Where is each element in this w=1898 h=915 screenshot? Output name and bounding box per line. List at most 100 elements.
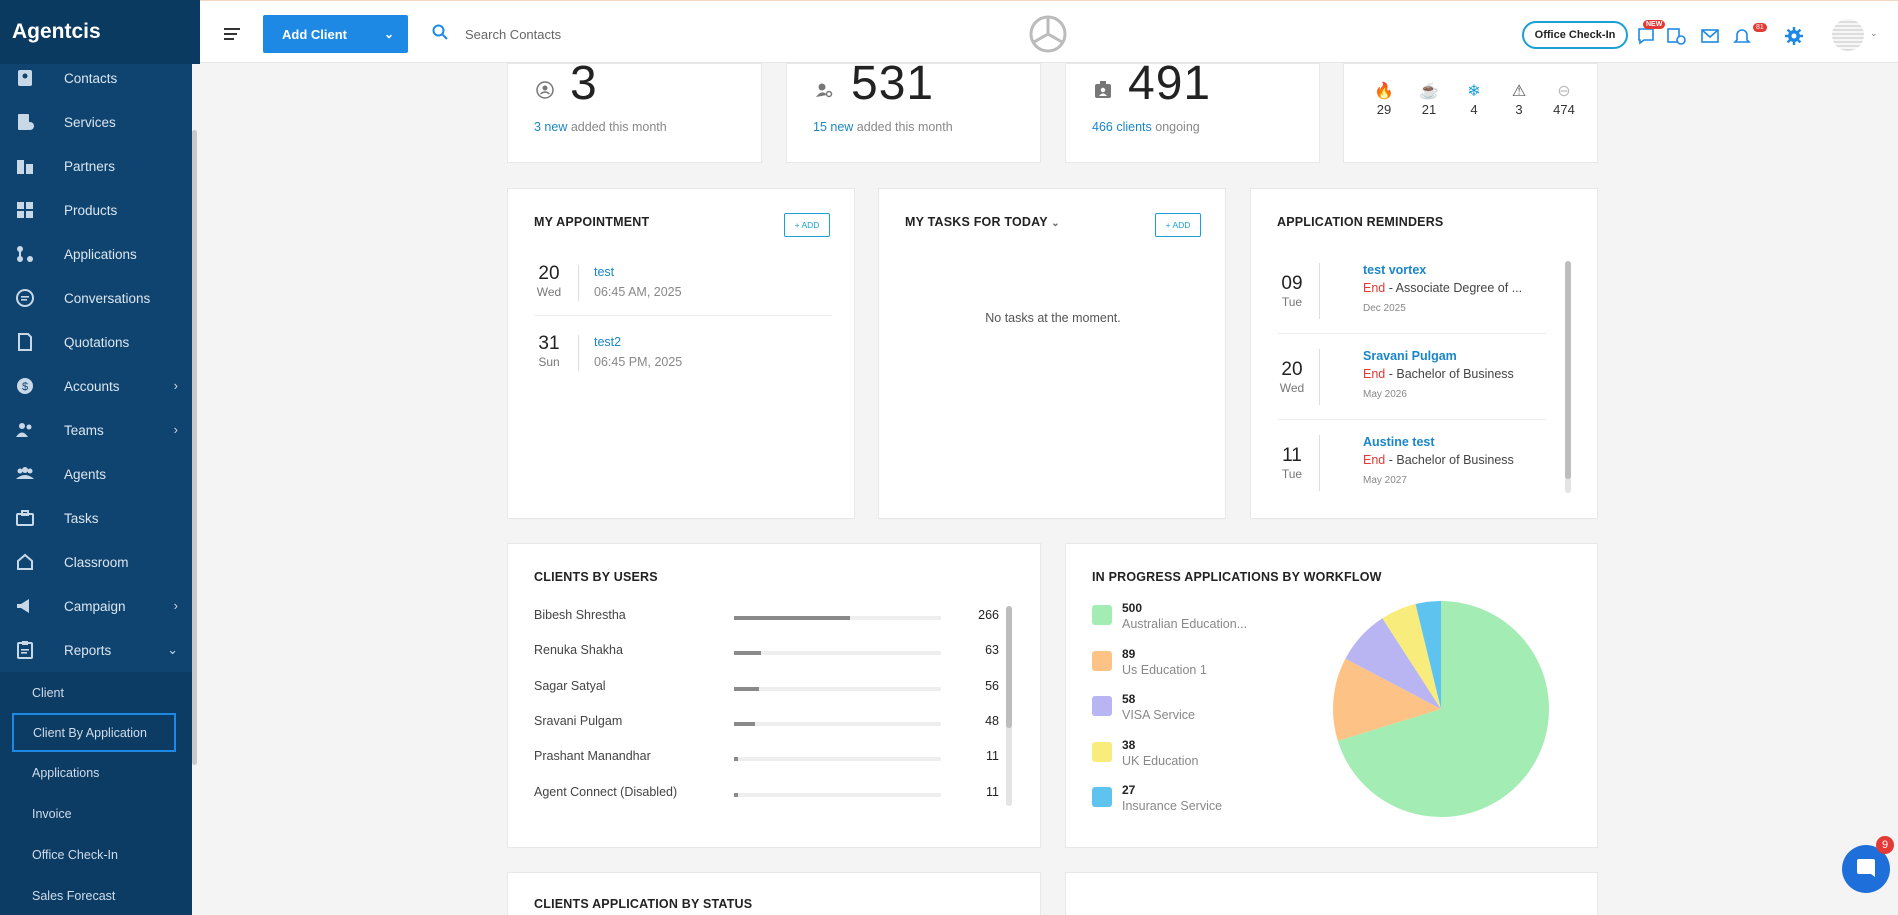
- lead-stat[interactable]: 🔥 29: [1364, 80, 1404, 117]
- submenu-item-client-by-application[interactable]: Client By Application: [12, 713, 176, 752]
- lead-stat[interactable]: ⚠ 3: [1499, 80, 1539, 117]
- pie-slice-uk-education[interactable]: [1382, 604, 1441, 709]
- mail-icon[interactable]: [1700, 26, 1720, 46]
- submenu-item-invoice[interactable]: Invoice: [32, 806, 72, 821]
- workflow-card: IN PROGRESS APPLICATIONS BY WORKFLOW 500…: [1065, 543, 1598, 848]
- sidebar-item-applications[interactable]: Applications: [0, 232, 192, 276]
- reminder-name[interactable]: Austine test: [1363, 435, 1435, 449]
- appointment-day: 31: [538, 333, 560, 354]
- chevron-right-icon[interactable]: ›: [173, 378, 178, 393]
- checklist-icon[interactable]: [1666, 26, 1686, 46]
- lead-stat[interactable]: ⊖ 474: [1544, 80, 1584, 117]
- reminders-scrollbar[interactable]: [1565, 261, 1571, 493]
- office-checkin-button[interactable]: Office Check-In: [1522, 21, 1628, 49]
- submenu-item-applications[interactable]: Applications: [32, 765, 100, 780]
- progress-fill: [734, 616, 850, 620]
- reminder-month: Dec 2025: [1363, 303, 1406, 314]
- sidebar-item-label: Products: [64, 202, 118, 218]
- reminder-item[interactable]: 20 Wed Sravani Pulgam End - Bachelor of Bus…: [1277, 349, 1567, 409]
- sidebar-item-label: Services: [64, 114, 116, 130]
- sidebar: Agentcis Contacts Services Partners Product…: [0, 0, 200, 915]
- sidebar-item-label: Conversations: [64, 290, 151, 306]
- sidebar-item-label: Reports: [64, 642, 112, 658]
- search-icon[interactable]: [432, 24, 448, 40]
- sidebar-item-conversations[interactable]: Conversations: [0, 276, 192, 320]
- table-row: Sravani Pulgam 48: [534, 714, 999, 734]
- reminder-item[interactable]: 11 Tue Austine test End - Bachelor of Busin…: [1277, 435, 1567, 495]
- menu-toggle-icon[interactable]: [224, 28, 240, 40]
- sidebar-item-label: Tasks: [64, 510, 99, 526]
- announcements-icon[interactable]: [1636, 26, 1656, 46]
- chevron-down-icon[interactable]: ⌄: [383, 27, 394, 41]
- notification-bell-icon[interactable]: [1732, 26, 1752, 46]
- contacts-icon: [14, 67, 36, 89]
- stat-value: 531: [851, 57, 935, 110]
- sidebar-item-reports[interactable]: Reports ⌄: [0, 628, 192, 672]
- pie-slice-visa-service[interactable]: [1345, 618, 1441, 709]
- chevron-down-icon[interactable]: ⌄: [1870, 28, 1878, 38]
- user-client-count: 266: [978, 608, 999, 622]
- sidebar-item-contacts[interactable]: Contacts: [0, 56, 192, 100]
- submenu-item-office-check-in[interactable]: Office Check-In: [32, 847, 118, 862]
- sidebar-item-campaign[interactable]: Campaign ›: [0, 584, 192, 628]
- tasks-card: MY TASKS FOR TODAY ⌄ + ADD No tasks at t…: [878, 188, 1226, 519]
- fire-icon: 🔥: [1374, 83, 1394, 100]
- add-client-button[interactable]: Add Client ⌄: [263, 15, 408, 53]
- user-client-count: 11: [986, 749, 999, 764]
- pie-slice-australian-education[interactable]: [1337, 601, 1549, 817]
- sidebar-item-quotations[interactable]: Quotations: [0, 320, 192, 364]
- appointment-title[interactable]: test2: [594, 335, 622, 349]
- sidebar-item-services[interactable]: Services: [0, 100, 192, 144]
- chevron-right-icon[interactable]: ›: [173, 422, 178, 437]
- reminder-name[interactable]: test vortex: [1363, 263, 1427, 277]
- submenu-item-sales-forecast[interactable]: Sales Forecast: [32, 888, 116, 903]
- user-search-icon: [816, 83, 833, 98]
- sidebar-item-label: Applications: [64, 246, 137, 262]
- reminder-item[interactable]: 09 Tue test vortex End - Associate Degree o…: [1277, 263, 1567, 323]
- settings-gear-icon[interactable]: [1784, 26, 1804, 46]
- sidebar-item-accounts[interactable]: $ Accounts ›: [0, 364, 192, 408]
- users-scrollbar[interactable]: [1006, 606, 1012, 806]
- submenu-item-client[interactable]: Client: [32, 685, 64, 700]
- stat-link[interactable]: 15 new: [813, 120, 854, 134]
- stat-link[interactable]: 3 new: [534, 120, 568, 134]
- pie-slice-us-education-1[interactable]: [1333, 658, 1441, 741]
- user-avatar[interactable]: [1832, 19, 1864, 51]
- chevron-right-icon[interactable]: ›: [173, 598, 178, 613]
- add-task-button[interactable]: + ADD: [1155, 213, 1201, 237]
- stat-caption: 3 new added this month: [534, 120, 667, 134]
- reports-icon: [14, 639, 36, 661]
- pie-slice-insurance-service[interactable]: [1415, 601, 1441, 709]
- sidebar-item-agents[interactable]: Agents: [0, 452, 192, 496]
- sidebar-item-classroom[interactable]: Classroom: [0, 540, 192, 584]
- new-badge: NEW: [1643, 20, 1666, 29]
- reminder-name[interactable]: Sravani Pulgam: [1363, 349, 1457, 363]
- legend-value: 500: [1122, 601, 1143, 615]
- chevron-down-icon[interactable]: ⌄: [1051, 218, 1060, 229]
- svg-text:$: $: [22, 381, 28, 393]
- lead-stat[interactable]: ❄ 4: [1454, 80, 1494, 117]
- sidebar-nav: Contacts Services Partners Products Applicat…: [0, 56, 192, 915]
- progress-fill: [734, 757, 739, 762]
- lead-stat[interactable]: ☕ 21: [1409, 80, 1449, 117]
- sidebar-item-partners[interactable]: Partners: [0, 144, 192, 188]
- sidebar-item-teams[interactable]: Teams ›: [0, 408, 192, 452]
- chevron-down-icon[interactable]: ⌄: [167, 642, 178, 657]
- search-input[interactable]: [465, 20, 765, 48]
- stat-link[interactable]: 466 clients: [1092, 120, 1152, 134]
- sidebar-scrollbar[interactable]: [192, 130, 197, 765]
- appointment-title[interactable]: test: [594, 265, 615, 279]
- brand-logo[interactable]: Agentcis: [0, 0, 200, 64]
- sidebar-item-tasks[interactable]: Tasks: [0, 496, 192, 540]
- legend-value: 58: [1122, 692, 1136, 706]
- legend-swatch: [1092, 787, 1112, 807]
- add-appointment-button[interactable]: + ADD: [784, 213, 830, 237]
- reminder-month: May 2027: [1363, 475, 1407, 486]
- agents-icon: [14, 463, 36, 485]
- user-client-count: 11: [986, 784, 999, 799]
- tasks-title-dropdown[interactable]: MY TASKS FOR TODAY ⌄: [905, 215, 1060, 229]
- sidebar-item-products[interactable]: Products: [0, 188, 192, 232]
- id-badge-icon: [1095, 81, 1111, 98]
- table-row: Bibesh Shrestha 266: [534, 608, 999, 628]
- progress-bar: [734, 792, 941, 797]
